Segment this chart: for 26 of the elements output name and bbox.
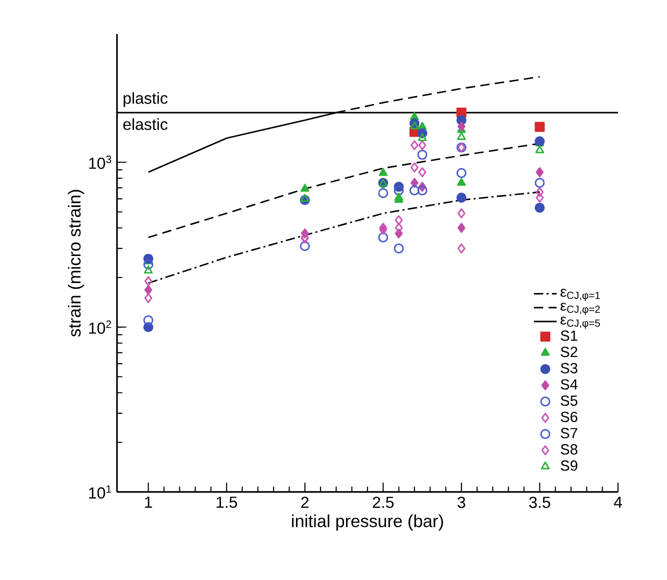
x-tick-label: 3 [458, 496, 466, 508]
x-tick-label: 4 [614, 496, 622, 508]
x-axis-title: initial pressure (bar) [292, 514, 443, 531]
legend-label: S2 [560, 346, 578, 358]
legend-label: ε$_{CJ,φ=2}$ [560, 302, 600, 315]
legend-label: S6 [560, 412, 578, 422]
x-tick-label: 1 [145, 496, 152, 508]
legend-label: ε$_{CJ,φ=5}$ [560, 316, 600, 329]
legend-label: S8 [560, 444, 578, 455]
annotation: elastic [123, 118, 168, 130]
legend-label: S9 [560, 460, 578, 471]
y-axis-title: strain (micro strain) [68, 190, 84, 337]
annotation: plastic [124, 92, 168, 108]
legend-label: S7 [560, 428, 578, 438]
y-tick-label: 10$^{1}$ [89, 485, 112, 499]
x-tick-label: 3.5 [529, 496, 550, 508]
legend-label: S3 [560, 362, 578, 374]
legend-label: S5 [560, 395, 578, 406]
y-tick-label: 10$^{3}$ [89, 156, 112, 169]
x-tick-label: 1.5 [216, 496, 238, 508]
y-tick-label: 10$^{2}$ [89, 320, 112, 334]
legend-label: ε$_{CJ,φ=1}$ [560, 288, 600, 302]
x-tick-label: 2 [301, 496, 309, 508]
legend-label: S1 [560, 330, 578, 341]
x-tick-label: 2.5 [372, 496, 394, 508]
legend-label: S4 [560, 379, 578, 390]
